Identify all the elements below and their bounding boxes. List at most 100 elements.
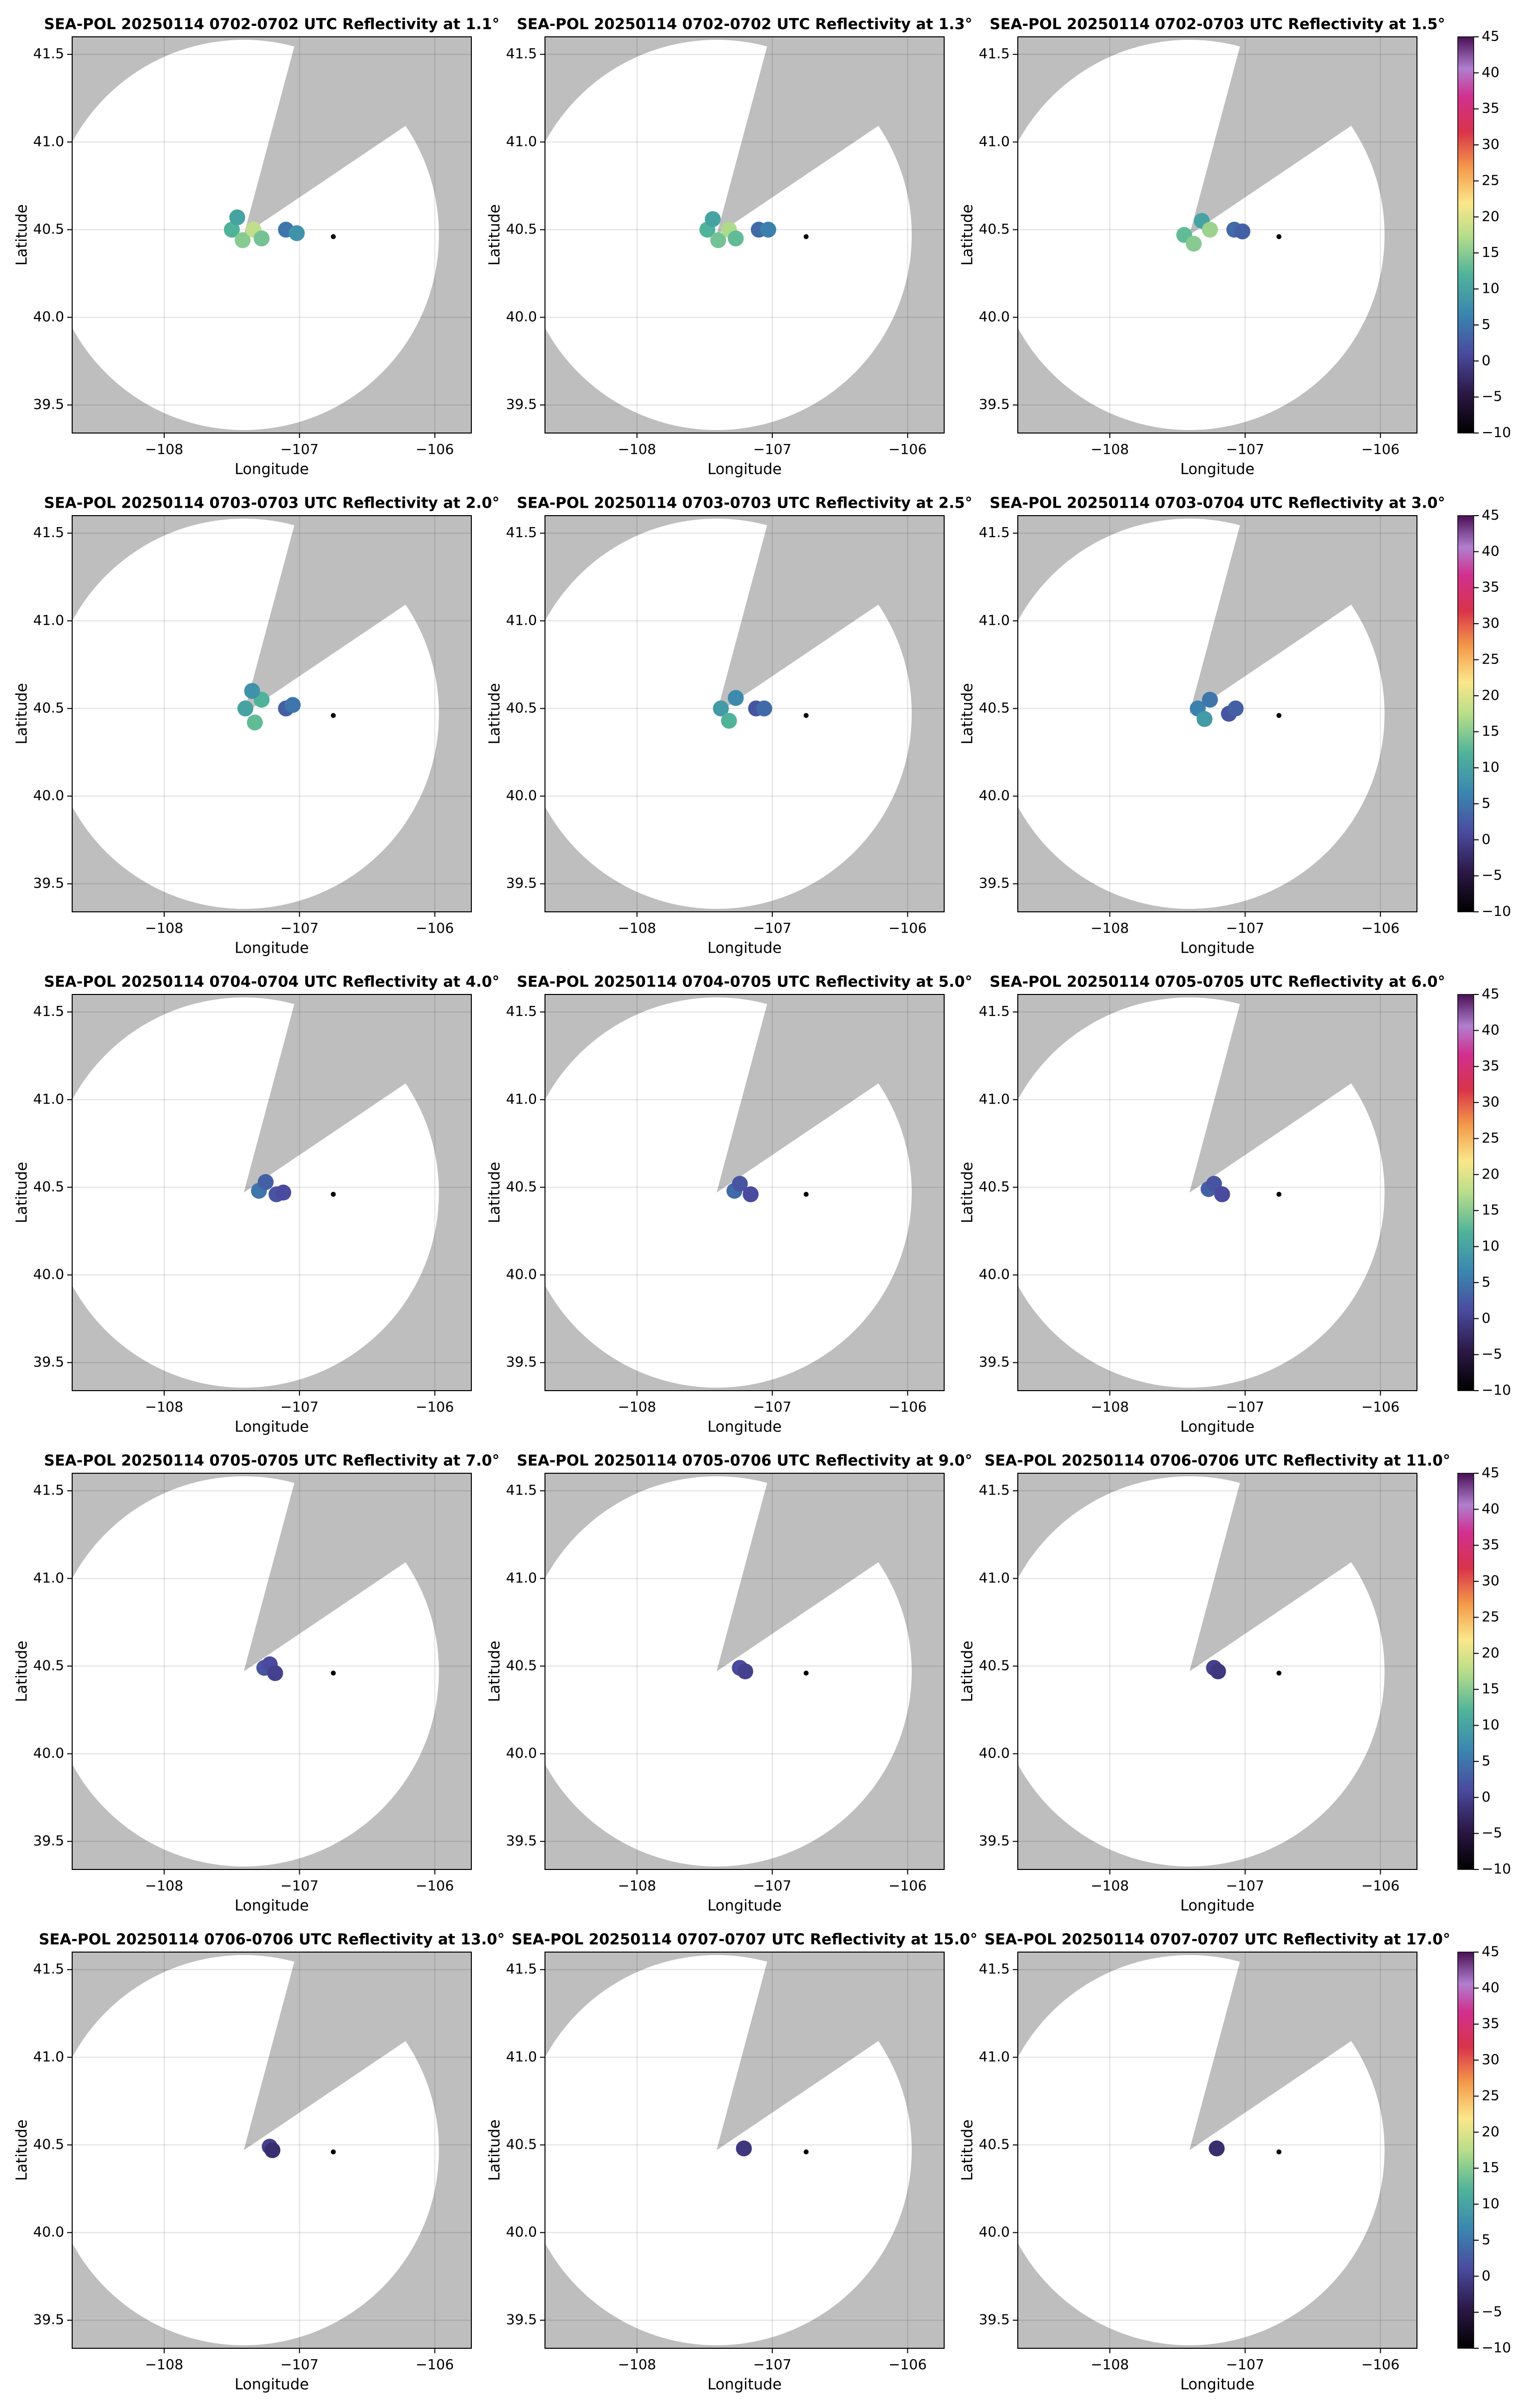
chart-title: SEA-POL 20250114 0706-0706 UTC Reflectiv… — [984, 1452, 1450, 1470]
y-tick-label: 41.0 — [506, 1569, 537, 1586]
y-tick-label: 41.0 — [979, 612, 1010, 628]
y-tick-label: 41.0 — [33, 2048, 64, 2065]
x-tick-label: −106 — [1361, 2356, 1400, 2373]
y-axis-label: Latitude — [486, 683, 504, 744]
y-tick-label: 41.5 — [33, 1961, 64, 1977]
x-tick-label: −108 — [1090, 441, 1129, 457]
y-tick-label: 39.5 — [506, 1354, 537, 1370]
colorbar-tick-label: 25 — [1482, 651, 1500, 667]
y-tick-label: 40.0 — [33, 2224, 64, 2240]
y-tick-label: 40.5 — [506, 2136, 537, 2152]
y-tick-label: 39.5 — [979, 1833, 1010, 1849]
radar-site — [803, 1670, 809, 1676]
panel: −108 −107 −106 39.5 40.0 40.5 41.0 41.5 SEA-POL … — [13, 974, 500, 1436]
colorbar-tick-label: 15 — [1482, 2159, 1500, 2176]
axes-frame — [544, 515, 945, 912]
colorbar-tick-label: 25 — [1482, 1129, 1500, 1146]
colorbar-tick-label: 40 — [1482, 1500, 1500, 1517]
x-tick-label: −107 — [1226, 920, 1264, 936]
x-tick-label: −108 — [1090, 2356, 1129, 2373]
panel: −108 −107 −106 39.5 40.0 40.5 41.0 41.5 SEA-POL … — [959, 1931, 1512, 2394]
y-tick-label: 39.5 — [33, 396, 64, 413]
y-tick-label: 41.5 — [33, 1482, 64, 1498]
y-axis-label: Latitude — [959, 204, 976, 265]
panel: −108 −107 −106 39.5 40.0 40.5 41.0 41.5 SEA-POL … — [486, 1452, 973, 1915]
y-tick-label: 40.0 — [979, 787, 1010, 804]
colorbar-tick-label: 5 — [1482, 1274, 1491, 1290]
colorbar-tick-label: 10 — [1482, 759, 1500, 775]
colorbar-tick-label: 30 — [1482, 1094, 1500, 1110]
radar-coverage — [72, 1955, 439, 2345]
y-tick-label: 41.5 — [33, 524, 64, 541]
colorbar-tick-label: 5 — [1482, 316, 1491, 332]
y-tick-label: 41.0 — [33, 1091, 64, 1107]
x-axis-label: Longitude — [234, 1897, 309, 1915]
radar-coverage — [1018, 40, 1385, 430]
echo — [275, 1185, 292, 1201]
radar-coverage — [545, 1955, 912, 2345]
colorbar-tick-label: 20 — [1482, 687, 1500, 703]
y-axis-label: Latitude — [486, 204, 504, 265]
colorbar-tick-label: 40 — [1482, 543, 1500, 559]
y-tick-label: 40.0 — [506, 787, 537, 804]
radar-site — [1276, 234, 1282, 239]
x-tick-label: −106 — [1361, 1399, 1400, 1415]
colorbar-tick-label: 15 — [1482, 244, 1500, 260]
colorbar-tick-label: 0 — [1482, 1310, 1491, 1326]
y-tick-label: 41.0 — [506, 133, 537, 149]
x-tick-label: −107 — [1226, 2356, 1264, 2373]
radar-site — [803, 1192, 809, 1197]
echo — [760, 221, 776, 238]
echo — [267, 1665, 283, 1681]
axes-frame — [1017, 994, 1417, 1391]
colorbar — [1457, 1473, 1474, 1870]
x-axis-label: Longitude — [1180, 2376, 1254, 2394]
y-tick-label: 40.5 — [33, 2136, 64, 2152]
echo — [289, 225, 305, 241]
y-tick-label: 41.0 — [33, 612, 64, 628]
colorbar-tick-label: 20 — [1482, 1644, 1500, 1661]
echo — [1202, 691, 1218, 708]
echo — [743, 1186, 759, 1203]
colorbar-tick-label: 25 — [1482, 1608, 1500, 1625]
echo — [244, 683, 260, 699]
x-tick-label: −107 — [1226, 1877, 1264, 1894]
y-tick-label: 39.5 — [979, 2311, 1010, 2328]
panel: −108 −107 −106 39.5 40.0 40.5 41.0 41.5 SEA-POL … — [486, 16, 973, 478]
colorbar-tick-label: 0 — [1482, 2267, 1491, 2284]
y-tick-label: 40.5 — [979, 699, 1010, 716]
x-tick-label: −108 — [1090, 1399, 1129, 1415]
colorbar-tick-label: 20 — [1482, 1166, 1500, 1182]
y-tick-label: 41.5 — [979, 1482, 1010, 1498]
radar-site — [1276, 2149, 1282, 2155]
colorbar-tick-label: 35 — [1482, 2015, 1500, 2032]
x-tick-label: −108 — [618, 1399, 656, 1415]
chart-title: SEA-POL 20250114 0703-0704 UTC Reflectiv… — [989, 495, 1445, 512]
x-tick-label: −106 — [888, 2356, 927, 2373]
y-tick-label: 40.5 — [506, 220, 537, 237]
y-axis-label: Latitude — [959, 683, 976, 744]
x-tick-label: −108 — [145, 920, 183, 936]
y-tick-label: 41.0 — [33, 133, 64, 149]
radar-coverage — [1018, 997, 1385, 1388]
x-tick-label: −108 — [1090, 1877, 1129, 1894]
axes-frame — [72, 994, 472, 1391]
axes-frame — [1017, 1473, 1417, 1870]
echo — [756, 700, 772, 717]
y-tick-label: 40.5 — [33, 1178, 64, 1195]
y-tick-label: 41.5 — [506, 524, 537, 541]
axes-frame — [1017, 1952, 1417, 2349]
y-tick-label: 41.0 — [506, 1091, 537, 1107]
radar-site — [330, 1192, 336, 1197]
y-tick-label: 41.5 — [506, 1003, 537, 1019]
echo — [229, 209, 245, 225]
x-tick-label: −108 — [618, 2356, 656, 2373]
panel: −108 −107 −106 39.5 40.0 40.5 41.0 41.5 SEA-POL … — [959, 495, 1512, 957]
chart-title: SEA-POL 20250114 0705-0705 UTC Reflectiv… — [989, 974, 1445, 991]
y-tick-label: 41.5 — [979, 1003, 1010, 1019]
x-axis-label: Longitude — [707, 940, 781, 957]
y-tick-label: 40.0 — [979, 1745, 1010, 1761]
y-tick-label: 40.0 — [506, 309, 537, 325]
radar-site — [330, 713, 336, 718]
